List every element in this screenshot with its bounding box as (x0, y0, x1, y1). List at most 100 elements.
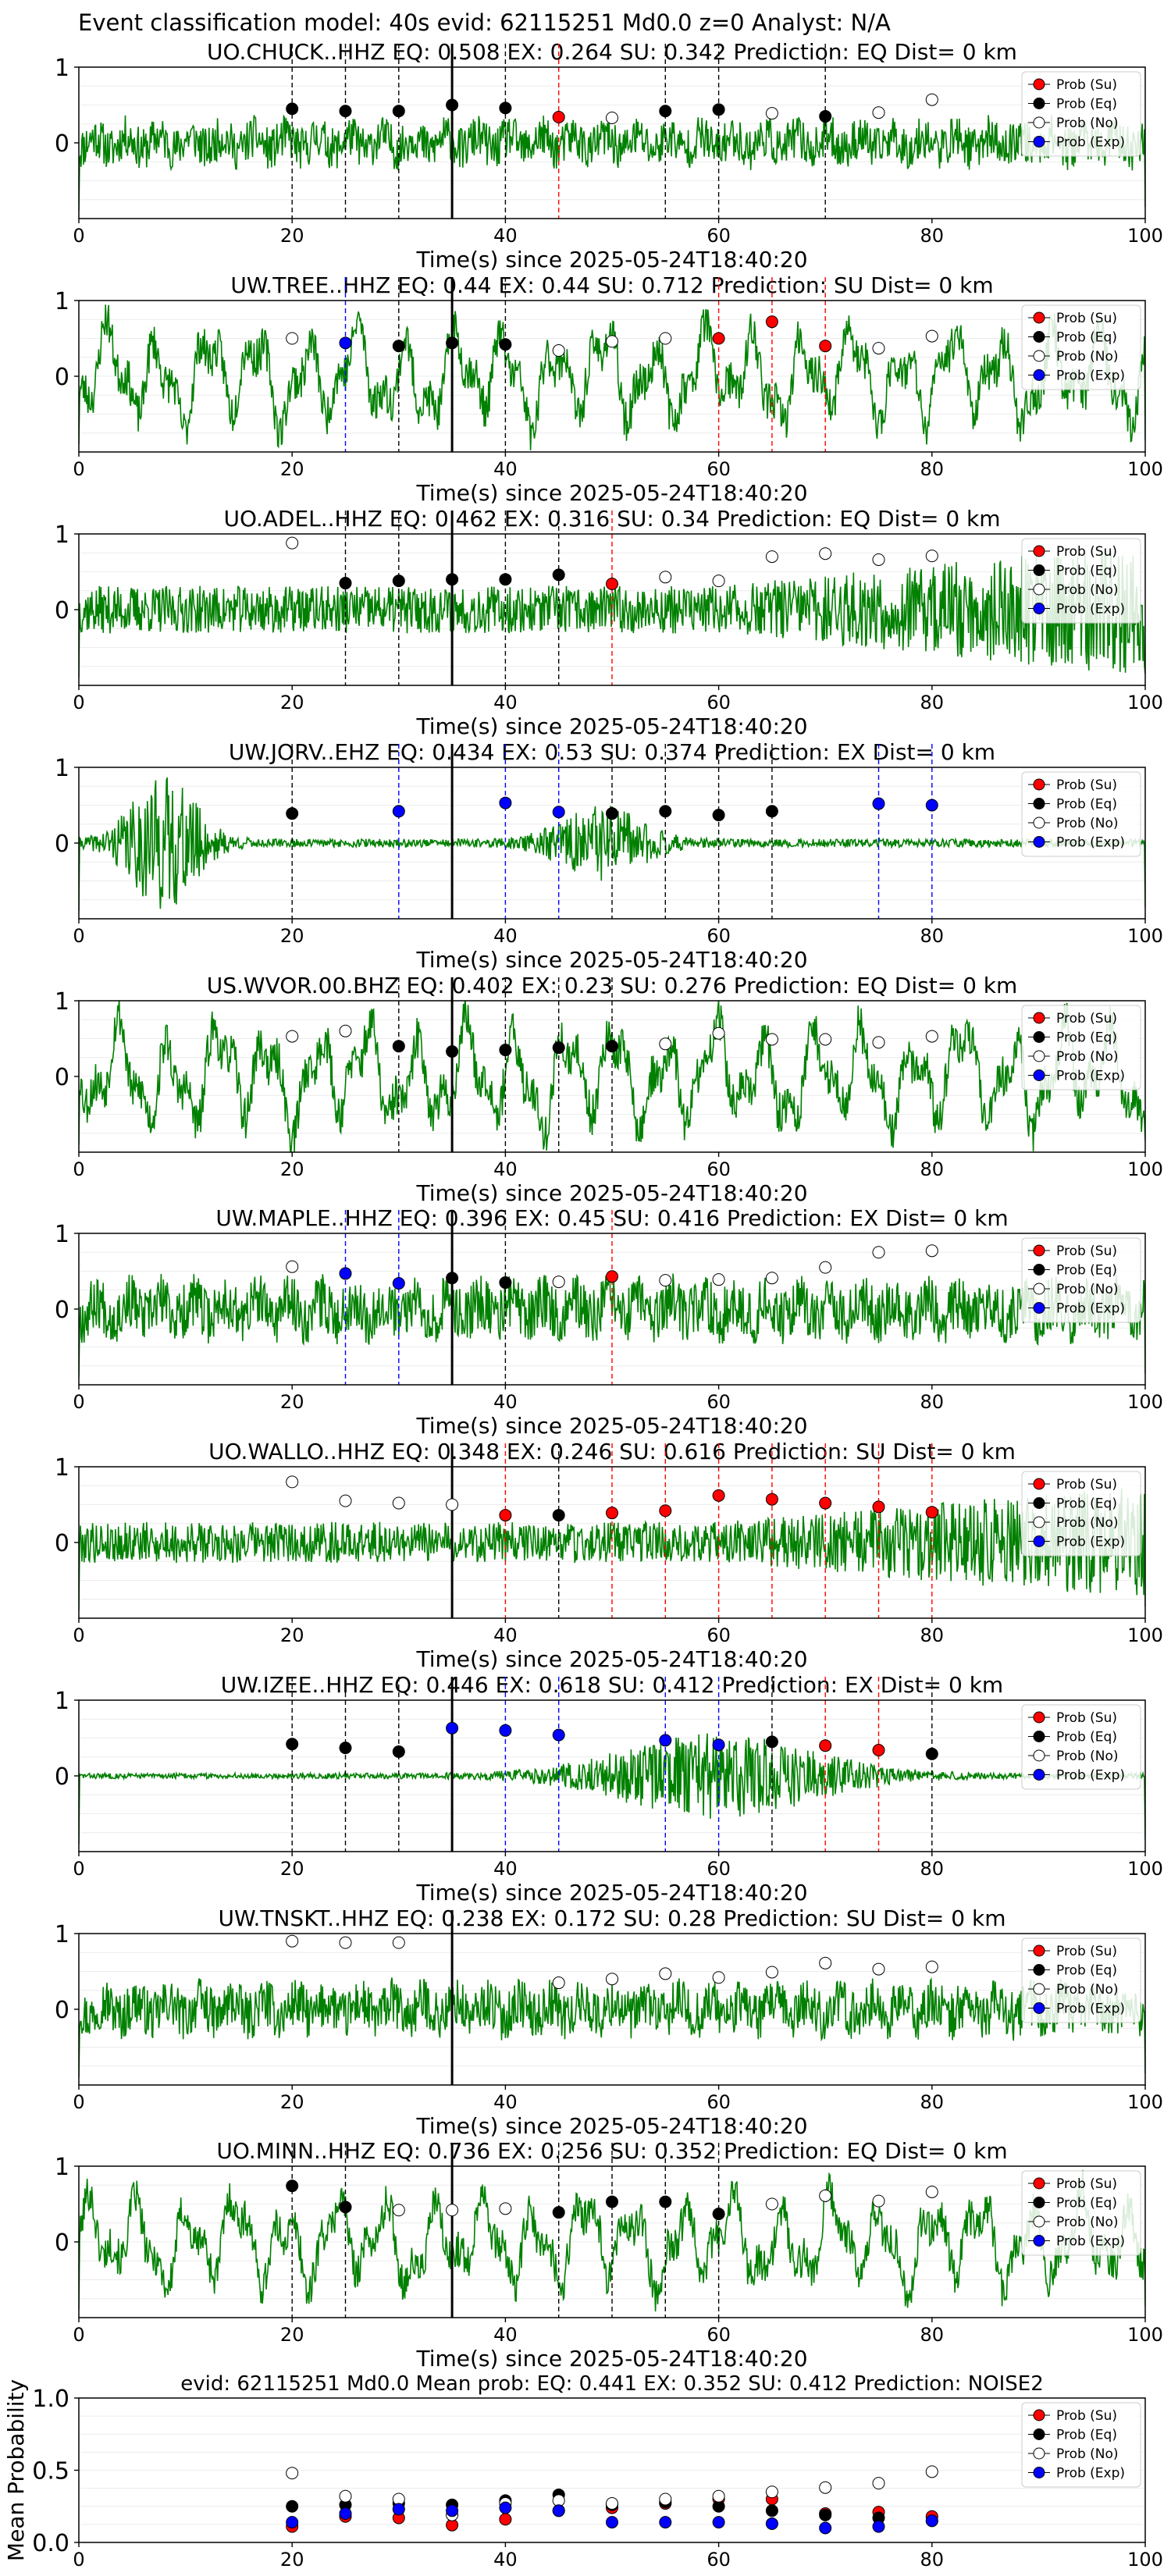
y-tick-label: 0 (55, 1997, 69, 2024)
x-axis-label: Time(s) since 2025-05-24T18:40:20 (415, 1180, 807, 1206)
legend-marker-su (1033, 545, 1045, 557)
prob-point-no (392, 1496, 405, 1510)
prob-point-exp (872, 797, 885, 810)
prob-point-no (712, 1026, 725, 1040)
series-no (286, 536, 938, 588)
legend-label: Prob (No) (1056, 349, 1119, 365)
prob-point-no (872, 2194, 885, 2208)
prob-point-no (872, 1036, 885, 1049)
x-tick-label: 20 (280, 692, 304, 713)
legend-marker-eq (1033, 2197, 1045, 2208)
prob-point-exp (712, 2516, 725, 2529)
legend-label: Prob (Eq) (1056, 797, 1117, 813)
legend-label: Prob (Eq) (1056, 1963, 1117, 1979)
legend: Prob (Su) Prob (Eq) Prob (No) Prob (Exp) (1021, 1005, 1141, 1091)
x-tick-label: 80 (920, 925, 945, 947)
legend-marker-su (1033, 1244, 1045, 1257)
prob-point-no (286, 1030, 299, 1043)
y-tick-label: 1 (55, 755, 69, 782)
waveform-trace (79, 114, 1145, 212)
legend-label: Prob (Eq) (1056, 97, 1117, 112)
legend: Prob (Su) Prob (Eq) Prob (No) Prob (Exp) (1021, 771, 1141, 857)
legend-marker-exp (1033, 2235, 1045, 2247)
prob-point-no (712, 575, 725, 588)
x-tick-label: 60 (707, 692, 731, 713)
prob-point-no (659, 2492, 672, 2506)
legend-label: Prob (Eq) (1056, 1730, 1117, 1745)
legend-label: Prob (No) (1056, 2446, 1119, 2462)
legend-label: Prob (No) (1056, 1049, 1119, 1065)
x-axis-label: Time(s) since 2025-05-24T18:40:20 (415, 2113, 807, 2139)
prob-point-exp (925, 2514, 938, 2528)
prob-point-eq (659, 105, 672, 118)
legend-label: Prob (Su) (1056, 2176, 1117, 2192)
prob-point-eq (446, 336, 459, 350)
figure-title: Event classification model: 40s evid: 62… (78, 9, 891, 36)
series-su (606, 578, 618, 591)
x-tick-label: 80 (920, 1858, 945, 1880)
series-no (286, 1934, 938, 1990)
x-tick-label: 80 (920, 1624, 945, 1646)
prob-point-eq (552, 1509, 565, 1522)
prob-point-eq (392, 340, 405, 353)
legend-box (1021, 71, 1141, 157)
prob-point-no (872, 553, 885, 566)
prob-point-exp (659, 2516, 672, 2529)
prob-point-no (872, 1246, 885, 1259)
prob-point-su (712, 1489, 725, 1502)
x-tick-label: 0 (73, 1858, 84, 1880)
legend-marker-su (1033, 1944, 1045, 1957)
legend-label: Prob (No) (1056, 1749, 1119, 1764)
prob-point-eq (286, 2179, 299, 2193)
prob-point-no (446, 2204, 459, 2217)
prob-point-eq (499, 1044, 512, 1057)
series-eq (286, 2179, 725, 2221)
x-tick-label: 80 (920, 1391, 945, 1413)
prob-point-no (659, 1274, 672, 1287)
x-tick-label: 40 (493, 1158, 518, 1180)
x-tick-label: 20 (280, 458, 304, 480)
y-tick-label: 1 (55, 55, 69, 82)
prob-point-no (765, 1033, 778, 1046)
x-tick-label: 20 (280, 225, 304, 247)
legend-marker-eq (1033, 1264, 1045, 1276)
x-tick-label: 20 (280, 2324, 304, 2346)
prob-point-eq (286, 102, 299, 116)
legend-marker-su (1033, 78, 1045, 91)
legend-marker-su (1033, 2177, 1045, 2190)
prob-point-no (819, 2481, 832, 2494)
legend-box (1021, 538, 1141, 624)
legend-label: Prob (No) (1056, 1282, 1119, 1297)
y-tick-label: 0 (55, 597, 69, 624)
legend-marker-su (1033, 778, 1045, 791)
prob-point-no (392, 1936, 405, 1949)
y-axis-label: Mean Probability (3, 2379, 29, 2561)
prob-point-no (659, 1967, 672, 1980)
legend-label: Prob (No) (1056, 816, 1119, 831)
series-exp (339, 1267, 405, 1290)
legend-label: Prob (Eq) (1056, 330, 1117, 346)
legend-label: Prob (Eq) (1056, 2196, 1117, 2211)
prob-point-eq (925, 1747, 938, 1760)
prob-point-no (712, 1273, 725, 1286)
legend-marker-no (1033, 1516, 1045, 1528)
legend-label: Prob (Exp) (1056, 2001, 1125, 2017)
prob-point-exp (712, 1738, 725, 1752)
x-tick-label: 80 (920, 2091, 945, 2113)
prob-point-no (925, 2185, 938, 2198)
legend-label: Prob (Exp) (1056, 135, 1125, 151)
x-tick-label: 40 (493, 925, 518, 947)
legend-label: Prob (Eq) (1056, 1263, 1117, 1279)
prob-point-su (925, 1506, 938, 1519)
x-tick-label: 60 (707, 458, 731, 480)
prob-point-eq (446, 1044, 459, 1058)
x-tick-label: 40 (493, 2091, 518, 2113)
legend-marker-no (1033, 583, 1045, 596)
prob-point-exp (286, 2516, 299, 2529)
series-no (286, 1024, 938, 1051)
prob-point-exp (499, 1724, 512, 1737)
legend-label: Prob (Eq) (1056, 2428, 1117, 2443)
prob-point-exp (499, 2501, 512, 2514)
prob-point-no (765, 550, 778, 564)
prob-point-no (446, 1498, 459, 1511)
